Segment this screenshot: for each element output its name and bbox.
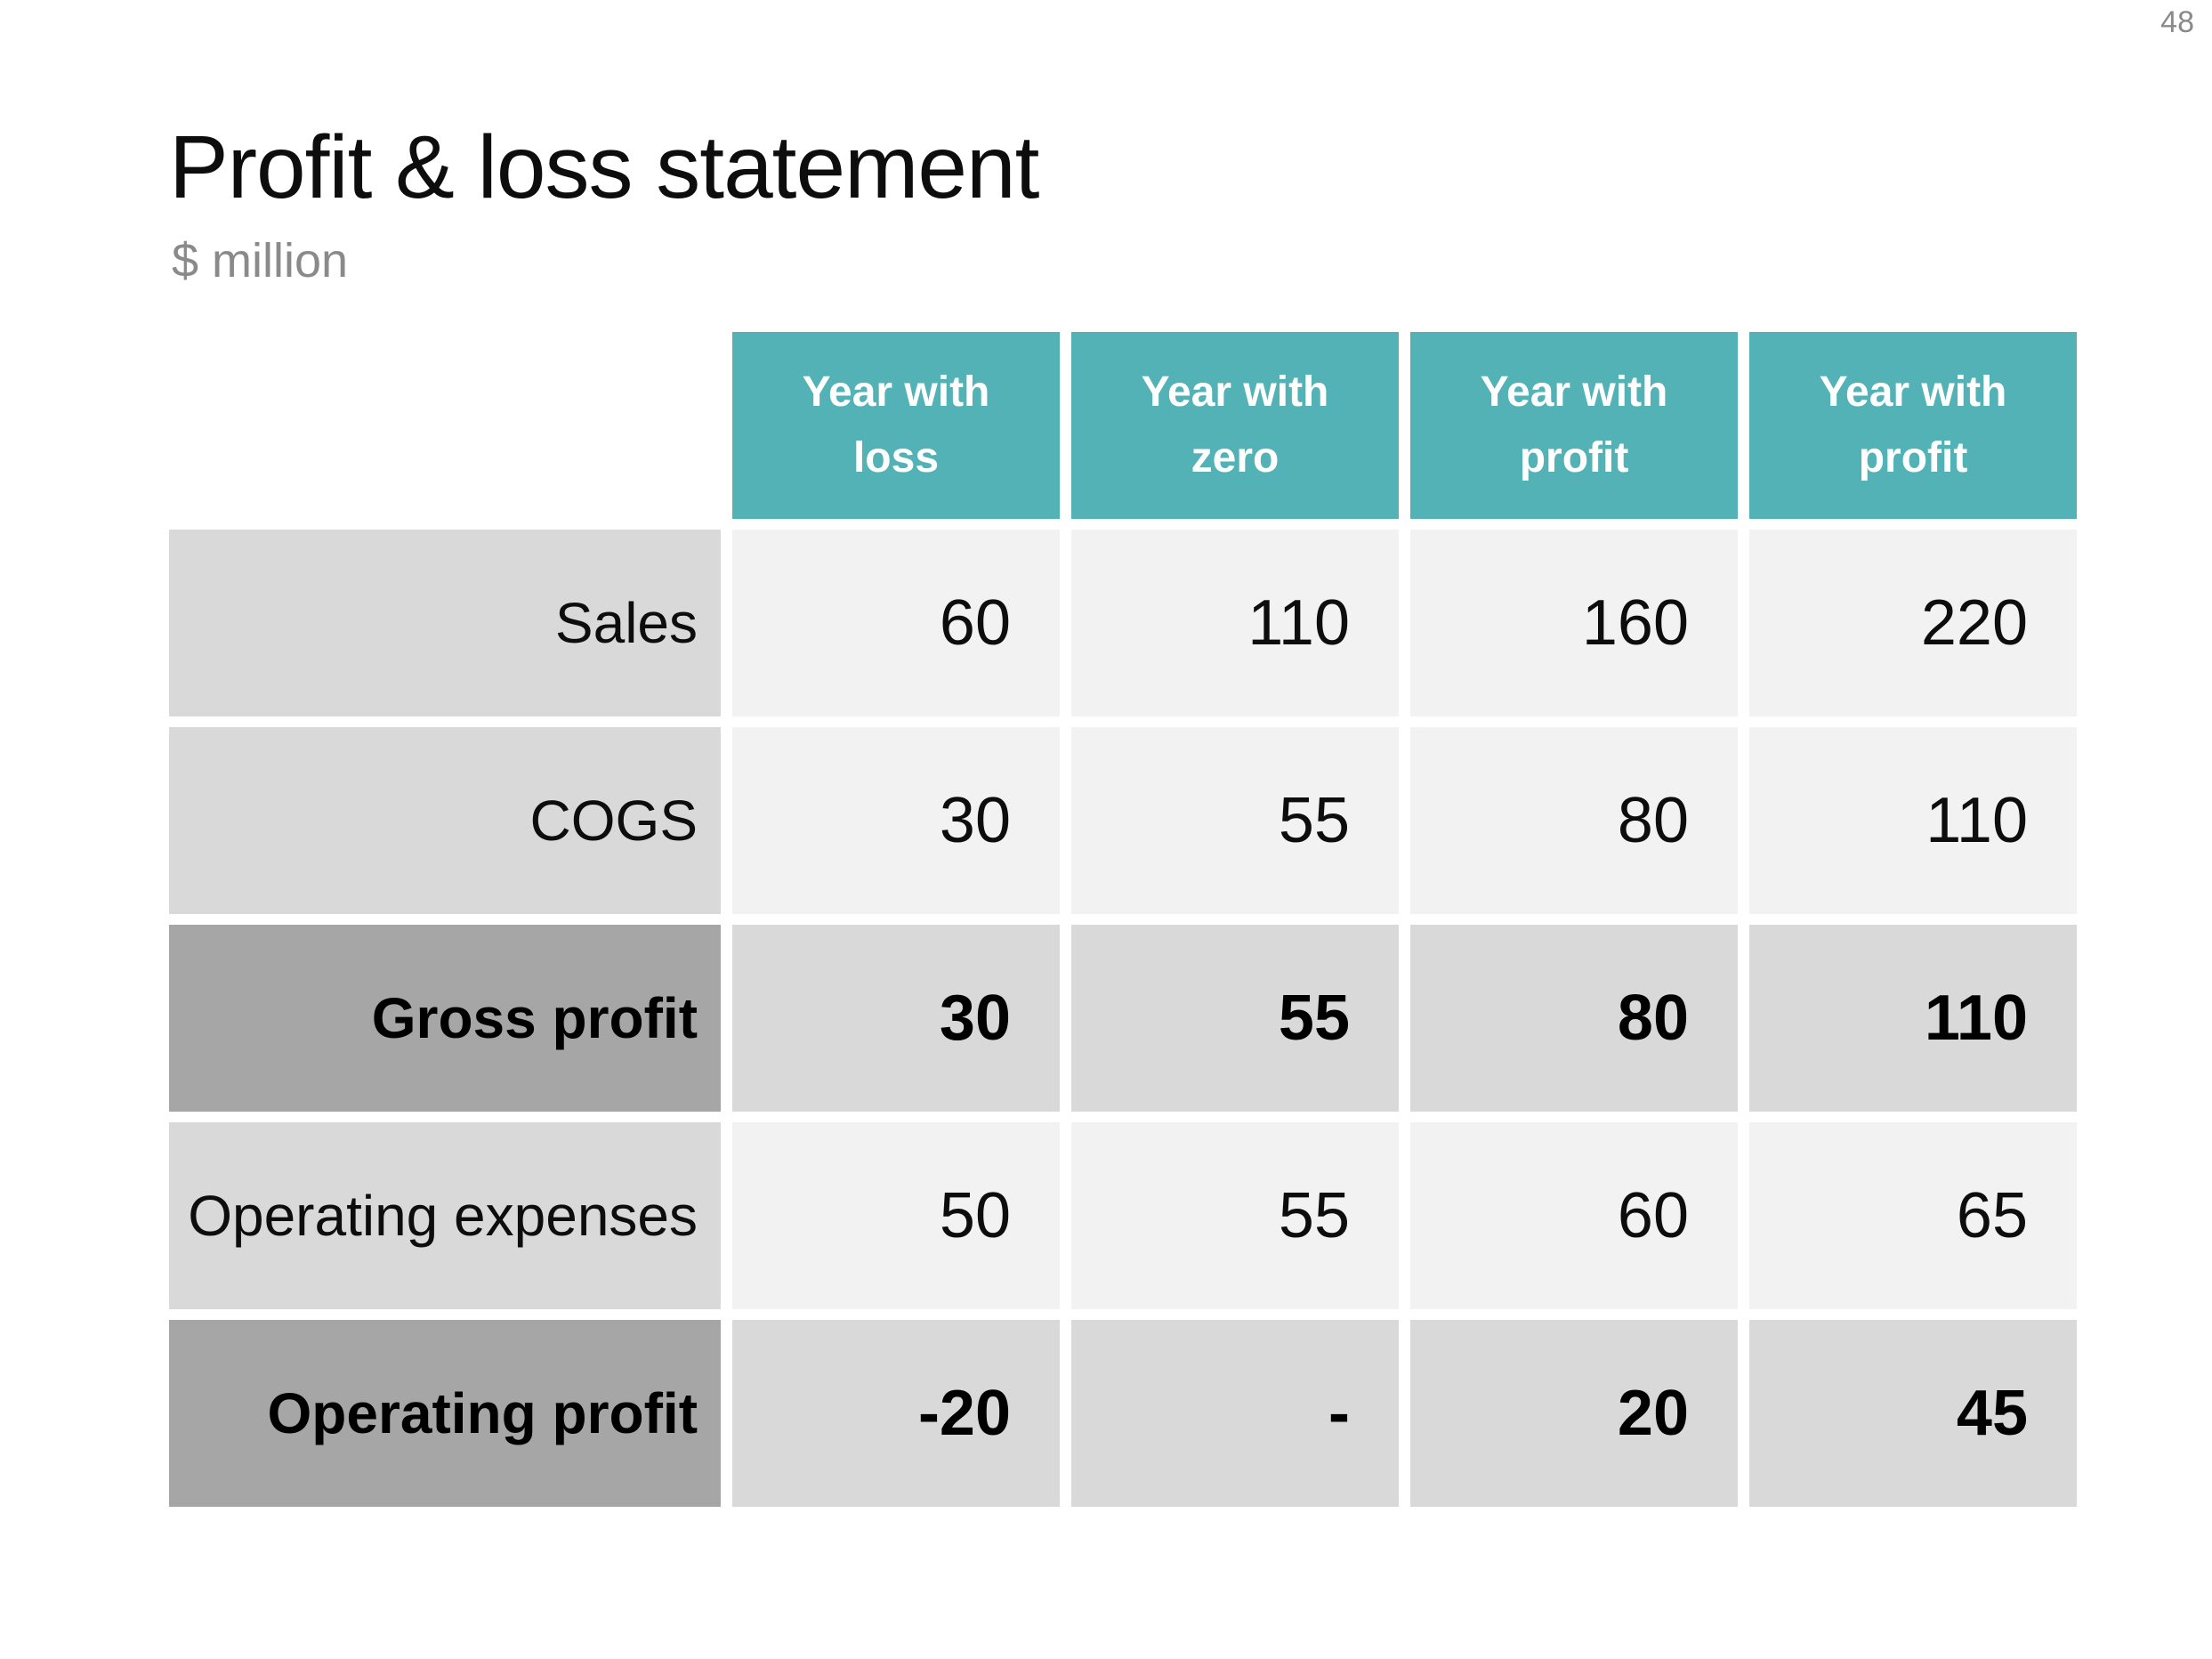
row-label-gross-profit: Gross profit	[169, 925, 721, 1112]
cell-operating-expenses-year-with-zero: 55	[1071, 1122, 1399, 1309]
slide-title: Profit & loss statement	[169, 117, 1039, 217]
cell-cogs-year-with-loss: 30	[732, 727, 1060, 914]
cell-gross-profit-year-with-loss: 30	[732, 925, 1060, 1112]
cell-operating-profit-year-with-profit-2: 45	[1749, 1320, 2077, 1507]
cell-operating-profit-year-with-profit-1: 20	[1410, 1320, 1738, 1507]
cell-gross-profit-year-with-profit-2: 110	[1749, 925, 2077, 1112]
column-header-year-with-profit-2: Year with profit	[1749, 332, 2077, 519]
cell-gross-profit-year-with-zero: 55	[1071, 925, 1399, 1112]
slide-subtitle: $ million	[172, 234, 349, 287]
column-header-year-with-profit-1: Year with profit	[1410, 332, 1738, 519]
cell-cogs-year-with-profit-1: 80	[1410, 727, 1738, 914]
column-header-label: Year with profit	[1819, 368, 2007, 482]
cell-operating-expenses-year-with-loss: 50	[732, 1122, 1060, 1309]
row-label-operating-profit: Operating profit	[169, 1320, 721, 1507]
row-label-cogs: COGS	[169, 727, 721, 914]
cell-operating-expenses-year-with-profit-1: 60	[1410, 1122, 1738, 1309]
cell-sales-year-with-profit-1: 160	[1410, 530, 1738, 716]
column-header-label: Year with profit	[1480, 368, 1668, 482]
cell-cogs-year-with-zero: 55	[1071, 727, 1399, 914]
column-header-label: Year with loss	[802, 368, 990, 482]
profit-loss-table: Year with loss Year with zero Year with …	[169, 332, 2077, 1507]
cell-cogs-year-with-profit-2: 110	[1749, 727, 2077, 914]
table-corner-spacer	[169, 332, 721, 519]
cell-gross-profit-year-with-profit-1: 80	[1410, 925, 1738, 1112]
row-label-operating-expenses: Operating expenses	[169, 1122, 721, 1309]
cell-sales-year-with-loss: 60	[732, 530, 1060, 716]
column-header-label: Year with zero	[1141, 368, 1329, 482]
cell-sales-year-with-profit-2: 220	[1749, 530, 2077, 716]
cell-operating-expenses-year-with-profit-2: 65	[1749, 1122, 2077, 1309]
page-number: 48	[2160, 5, 2194, 39]
cell-sales-year-with-zero: 110	[1071, 530, 1399, 716]
cell-operating-profit-year-with-loss: -20	[732, 1320, 1060, 1507]
row-label-sales: Sales	[169, 530, 721, 716]
column-header-year-with-zero: Year with zero	[1071, 332, 1399, 519]
cell-operating-profit-year-with-zero: -	[1071, 1320, 1399, 1507]
column-header-year-with-loss: Year with loss	[732, 332, 1060, 519]
